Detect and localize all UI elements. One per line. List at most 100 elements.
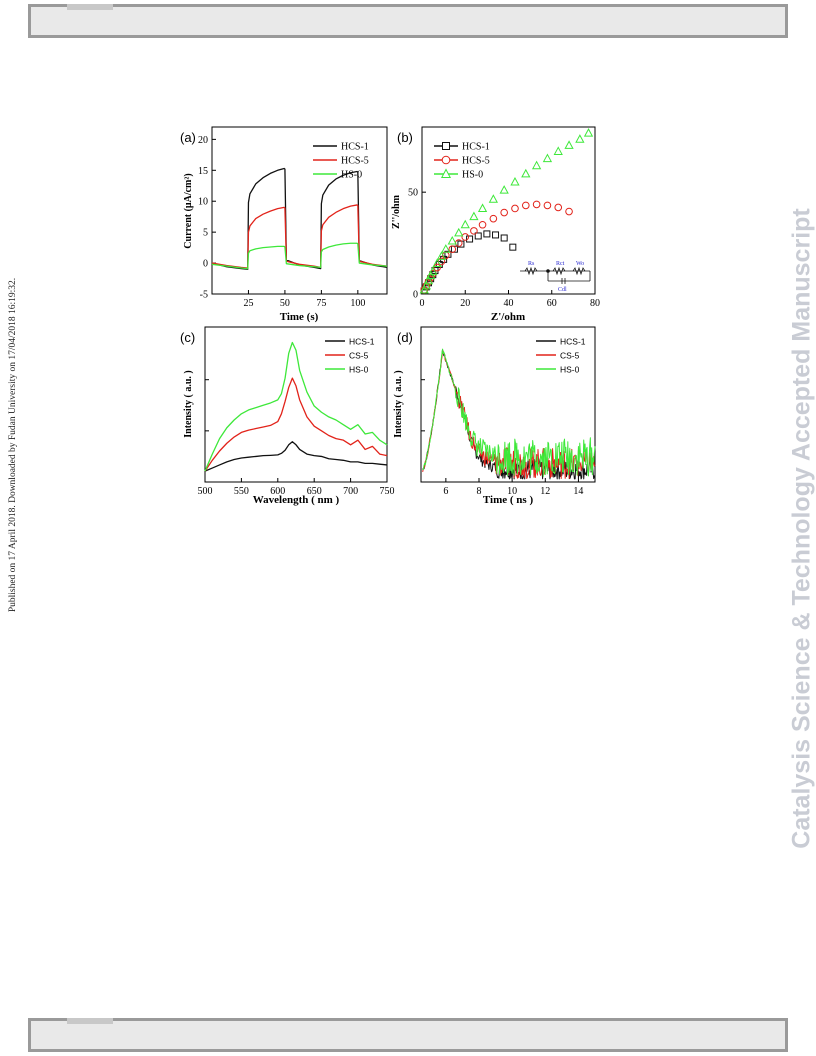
panel-a-ylabel: Current (μA/cm²) — [183, 173, 194, 248]
data-point-hcs-5 — [448, 245, 457, 253]
data-point-hcs-1 — [509, 243, 517, 251]
x-tick-label: 80 — [590, 298, 600, 309]
panel-d-xlabel: Time ( ns ) — [483, 494, 534, 506]
data-point-hcs-5 — [478, 220, 487, 229]
panel-c-xlabel: Wavelength ( nm ) — [253, 494, 340, 506]
data-point-hcs-1 — [457, 240, 465, 248]
data-point-hs-0 — [460, 219, 470, 229]
data-point-hcs-5 — [500, 208, 508, 217]
panel-c-frame — [204, 326, 388, 483]
data-point-hs-0 — [423, 275, 434, 285]
data-point-hcs-5 — [511, 204, 519, 213]
legend-label: CS-5 — [349, 351, 369, 361]
data-point-hs-0 — [421, 280, 431, 290]
data-point-hs-0 — [447, 236, 457, 245]
x-tick-label: 50 — [280, 298, 290, 309]
panel-d: (d) Intensity ( a.u. ) Time ( ns ) 6 8 10 1… — [393, 326, 596, 506]
panel-d-ylabel: Intensity ( a.u. ) — [393, 370, 404, 438]
series-line-hcs-1 — [204, 441, 388, 472]
circuit-cdl: Cdl — [558, 287, 567, 293]
x-tick-label: 100 — [350, 298, 365, 309]
data-point-hcs-1 — [483, 230, 491, 238]
series-line-hcs-5 — [211, 204, 388, 269]
y-tick-label: -5 — [200, 290, 208, 301]
series-line-cs-5 — [204, 377, 388, 472]
legend-label: HCS-1 — [560, 337, 586, 347]
legend-marker — [442, 142, 450, 150]
data-point-hcs-5 — [522, 201, 530, 210]
data-point-hcs-5 — [461, 233, 470, 241]
data-point-hs-0 — [432, 258, 442, 267]
legend-marker — [440, 168, 452, 178]
data-point-hs-0 — [531, 160, 542, 170]
data-point-hs-0 — [441, 244, 451, 253]
panel-c-label: (c) — [180, 330, 195, 345]
data-point-hcs-5 — [489, 214, 498, 223]
x-tick-label: 6 — [443, 486, 448, 497]
data-point-hcs-5 — [433, 263, 441, 272]
y-tick-label: 50 — [408, 188, 418, 199]
legend-label: HCS-1 — [349, 337, 375, 347]
x-tick-label: 75 — [316, 298, 326, 309]
data-point-hs-0 — [488, 194, 499, 203]
data-point-hs-0 — [510, 176, 520, 186]
panel-d-label: (d) — [397, 330, 413, 345]
data-point-hs-0 — [426, 270, 436, 280]
y-tick-label: 0 — [413, 290, 418, 301]
y-tick-label: 20 — [198, 135, 208, 146]
y-tick-label: 10 — [198, 197, 208, 208]
data-point-hcs-1 — [474, 232, 482, 240]
x-tick-label: 40 — [504, 298, 514, 309]
x-tick-label: 750 — [380, 486, 395, 497]
legend-label: HS-0 — [462, 170, 483, 181]
x-tick-label: 0 — [420, 298, 425, 309]
x-tick-label: 60 — [547, 298, 557, 309]
circuit-rs: Rs — [528, 261, 535, 267]
data-point-hs-0 — [521, 168, 531, 178]
legend-label: HCS-1 — [462, 142, 490, 153]
x-tick-label: 600 — [270, 486, 285, 497]
data-point-hcs-5 — [543, 201, 552, 210]
x-tick-label: 10 — [507, 486, 517, 497]
header-bar — [28, 4, 788, 38]
equivalent-circuit: Rs Rct Wo Cdl — [520, 261, 591, 293]
data-point-hs-0 — [469, 211, 479, 221]
y-tick-label: 15 — [198, 166, 208, 177]
data-point-hcs-1 — [444, 250, 452, 258]
panel-c-ylabel: Intensity ( a.u. ) — [183, 370, 194, 438]
data-point-hcs-1 — [500, 234, 508, 242]
panel-a-xlabel: Time (s) — [280, 311, 319, 323]
panel-b-label: (b) — [397, 130, 413, 145]
data-point-hcs-5 — [554, 203, 563, 212]
legend-label: HS-0 — [349, 365, 369, 375]
legend-label: CS-5 — [560, 351, 580, 361]
data-point-hs-0 — [428, 266, 438, 276]
data-point-hcs-5 — [565, 207, 573, 216]
x-tick-label: 25 — [243, 298, 253, 309]
data-point-hs-0 — [575, 134, 585, 143]
panel-b-frame — [421, 126, 596, 295]
x-tick-label: 700 — [343, 486, 358, 497]
data-point-hs-0 — [553, 146, 563, 155]
x-tick-label: 8 — [477, 486, 482, 497]
x-tick-label: 12 — [540, 486, 550, 497]
series-line-hs-0 — [422, 348, 596, 477]
data-point-hcs-1 — [492, 231, 500, 239]
panel-d-frame — [420, 326, 596, 483]
footer-bar — [28, 1018, 788, 1052]
data-point-hs-0 — [583, 128, 594, 137]
data-point-hs-0 — [542, 153, 553, 163]
data-point-hcs-5 — [470, 227, 478, 235]
legend-label: HCS-5 — [462, 156, 490, 167]
panel-b-ylabel: Z''/ohm — [391, 194, 402, 229]
panel-a: (a) Current (μA/cm²) Time (s) 25 50 75 100-… — [180, 126, 388, 323]
data-point-hcs-1 — [466, 235, 474, 243]
legend-label: HCS-1 — [341, 142, 369, 153]
data-point-hs-0 — [477, 203, 488, 212]
data-point-hs-0 — [499, 185, 509, 194]
circuit-wo: Wo — [576, 261, 584, 267]
legend-label: HCS-5 — [341, 156, 369, 167]
panel-a-frame — [211, 126, 388, 295]
series-line-hcs-1 — [211, 167, 388, 270]
